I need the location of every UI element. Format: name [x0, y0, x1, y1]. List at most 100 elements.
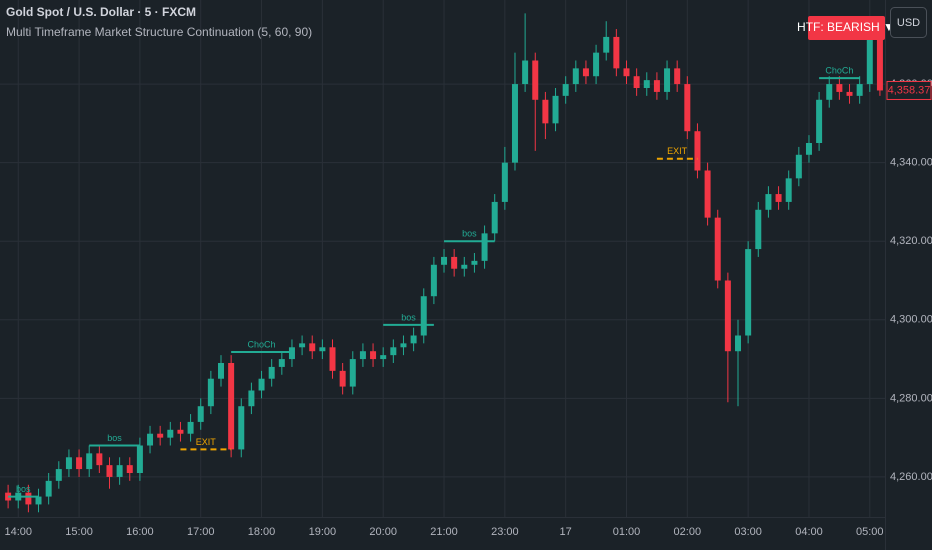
candle-body: [633, 76, 640, 88]
candle-body: [319, 347, 326, 352]
candle-body: [745, 249, 752, 336]
candle-body: [866, 33, 873, 85]
candle-body: [441, 256, 448, 265]
candle-body: [724, 280, 731, 352]
candle-body: [876, 33, 883, 91]
candle-body: [805, 143, 812, 155]
candle-body: [623, 68, 630, 77]
candle-body: [217, 363, 224, 379]
candle-body: [643, 80, 650, 88]
candle-body: [106, 465, 113, 477]
indicator-title: Multi Timeframe Market Structure Continu…: [6, 25, 312, 39]
candle-body: [55, 469, 62, 481]
candle-body: [836, 84, 843, 92]
structure-label: EXIT: [667, 146, 688, 156]
candle-body: [674, 68, 681, 85]
candle-body: [451, 256, 458, 269]
structure-label: ChoCh: [248, 339, 276, 349]
candle-body: [461, 264, 468, 269]
structure-label: ChoCh: [825, 66, 853, 76]
candle-body: [765, 194, 772, 210]
x-tick-label: 18:00: [248, 526, 276, 538]
structure-label: bos: [16, 484, 31, 494]
htf-badge-text: HTF: BEARISH ▼: [797, 20, 895, 34]
last-price-label: 4,358.37: [888, 84, 931, 96]
x-tick-label: 01:00: [613, 526, 641, 538]
candle-body: [755, 209, 762, 250]
x-tick-label: 03:00: [734, 526, 762, 538]
candle-body: [116, 465, 123, 477]
x-tick-label: 04:00: [795, 526, 823, 538]
grid: [0, 0, 885, 517]
candle-body: [603, 36, 610, 53]
candle-body: [238, 406, 245, 450]
x-tick-label: 17:00: [187, 526, 215, 538]
candle-body: [481, 233, 488, 261]
candle-body: [278, 359, 285, 367]
candle-body: [157, 433, 164, 438]
candle-body: [136, 445, 143, 473]
candle-body: [420, 296, 427, 336]
candle-body: [430, 264, 437, 297]
candle-body: [76, 457, 83, 470]
candle-body: [309, 343, 316, 352]
x-tick-label: 14:00: [4, 526, 32, 538]
candle-body: [299, 343, 306, 348]
candle-body: [207, 378, 214, 407]
candle-body: [785, 178, 792, 202]
candle-body: [329, 347, 336, 371]
candle-body: [126, 465, 133, 473]
candle-body: [775, 194, 782, 202]
candle-body: [187, 421, 194, 434]
candle-body: [593, 52, 600, 77]
x-tick-label: 05:00: [856, 526, 884, 538]
axes: 4,260.00 4,280.00 4,300.00 4,320.00 4,340.00…: [4, 78, 932, 538]
candle-body: [491, 201, 498, 234]
htf-badge: [808, 16, 885, 40]
candle-body: [96, 453, 103, 466]
candle-body: [471, 260, 478, 265]
candle-body: [370, 351, 377, 360]
structure-label: EXIT: [196, 437, 217, 447]
x-tick-label: 17: [560, 526, 572, 538]
candle-body: [380, 355, 387, 360]
candle-body: [664, 68, 671, 92]
candle-body: [532, 60, 539, 100]
candle-body: [816, 99, 823, 143]
candle-body: [45, 480, 52, 497]
candle-body: [86, 453, 93, 470]
candle-body: [147, 433, 154, 446]
x-tick-label: 21:00: [430, 526, 458, 538]
x-tick-label: 20:00: [369, 526, 397, 538]
last-price-box: [886, 80, 932, 100]
candle-body: [704, 170, 711, 218]
candle-body: [177, 429, 184, 434]
currency-button[interactable]: [890, 7, 927, 38]
candle-body: [856, 84, 863, 96]
candle-body: [228, 363, 235, 450]
candle-body: [248, 390, 255, 407]
candle-body: [390, 347, 397, 356]
y-tick-label: 4,280.00: [890, 392, 932, 404]
y-tick-label: 4,320.00: [890, 235, 932, 247]
y-tick-label: 4,260.00: [890, 471, 932, 483]
candle-body: [400, 343, 407, 348]
candle-body: [511, 84, 518, 163]
candle-body: [339, 370, 346, 387]
candle-body: [552, 95, 559, 124]
candle-body: [562, 84, 569, 96]
candle-body: [268, 366, 275, 379]
symbol-title: Gold Spot / U.S. Dollar · 5 · FXCM: [6, 5, 196, 19]
structure-label: bos: [462, 229, 477, 239]
candle-body: [795, 154, 802, 179]
candle-body: [197, 406, 204, 422]
candle-body: [714, 217, 721, 281]
candle-body: [167, 429, 174, 438]
candle-body: [826, 84, 833, 100]
x-tick-label: 23:00: [491, 526, 519, 538]
candle-body: [349, 359, 356, 387]
candle-body: [25, 492, 32, 505]
x-tick-label: 16:00: [126, 526, 154, 538]
